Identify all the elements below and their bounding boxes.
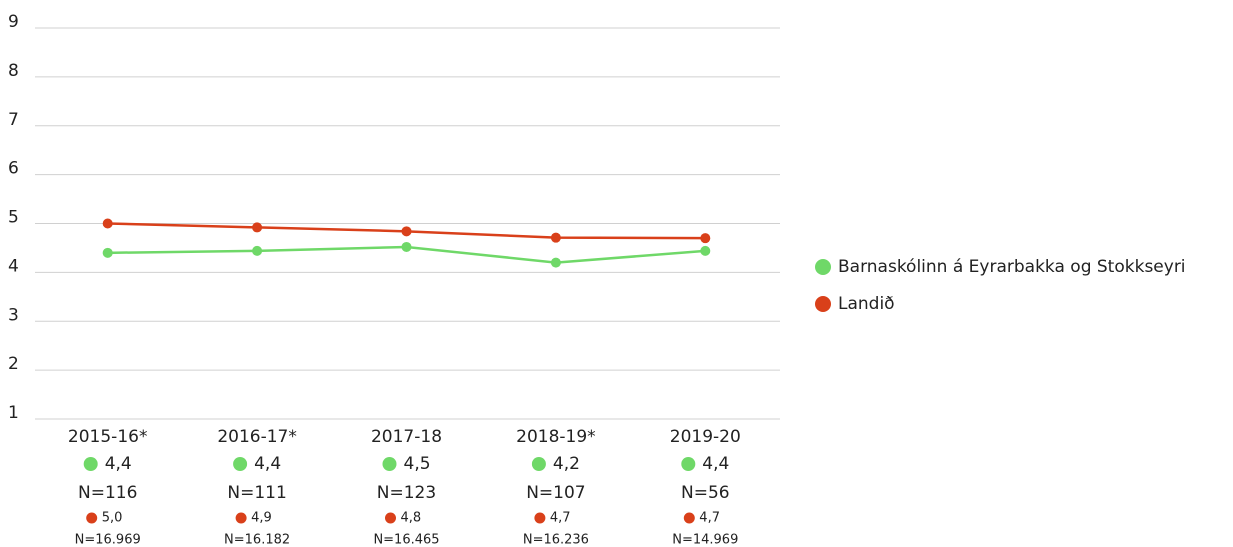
legend-dot xyxy=(83,457,98,471)
y-tick-label: 7 xyxy=(8,110,19,130)
legend-dot xyxy=(235,512,247,524)
data-point xyxy=(102,247,113,258)
count-label: N=16.969 xyxy=(75,533,141,547)
legend-dot xyxy=(233,457,248,471)
y-tick-label: 9 xyxy=(8,12,19,32)
legend-marker xyxy=(815,259,831,275)
data-point xyxy=(252,222,263,233)
y-tick-label: 1 xyxy=(8,403,19,423)
legend-dot xyxy=(534,512,546,524)
legend-dot xyxy=(683,512,695,524)
data-point xyxy=(700,233,711,244)
value-label: 4,4 xyxy=(105,454,132,474)
value-label: 4,7 xyxy=(699,511,720,526)
count-label: N=16.182 xyxy=(224,533,290,547)
value-label: 5,0 xyxy=(102,511,123,526)
count-label: N=14.969 xyxy=(672,533,738,547)
value-label: 4,5 xyxy=(404,454,431,474)
y-tick-label: 2 xyxy=(8,354,19,374)
x-tick-label: 2016-17* xyxy=(217,427,297,447)
x-tick-label: 2017-18 xyxy=(371,427,442,447)
data-point xyxy=(700,245,711,256)
legend-dot xyxy=(531,457,546,471)
data-point xyxy=(401,226,412,237)
x-tick-label: 2018-19* xyxy=(516,427,596,447)
data-point xyxy=(401,241,412,252)
y-tick-label: 8 xyxy=(8,61,19,81)
value-label: 4,2 xyxy=(553,454,580,474)
value-label: 4,4 xyxy=(254,454,281,474)
count-label: N=56 xyxy=(681,483,730,503)
data-point xyxy=(550,232,561,243)
value-label: 4,4 xyxy=(702,454,729,474)
legend-dot xyxy=(382,457,397,471)
value-label: 4,8 xyxy=(401,511,422,526)
y-tick-label: 5 xyxy=(8,208,19,228)
data-point xyxy=(252,245,263,256)
count-label: N=123 xyxy=(377,483,436,503)
legend-dot xyxy=(681,457,696,471)
value-label: 4,9 xyxy=(251,511,272,526)
legend-label: Barnaskólinn á Eyrarbakka og Stokkseyri xyxy=(838,257,1186,277)
count-label: N=111 xyxy=(227,483,286,503)
y-tick-label: 3 xyxy=(8,305,19,325)
count-label: N=107 xyxy=(526,483,585,503)
count-label: N=16.465 xyxy=(373,533,439,547)
legend-dot xyxy=(86,512,98,524)
data-point xyxy=(550,257,561,268)
legend-dot xyxy=(385,512,396,524)
x-tick-label: 2015-16* xyxy=(68,427,148,447)
count-label: N=16.236 xyxy=(523,533,589,547)
legend-label: Landið xyxy=(838,294,895,314)
value-label: 4,7 xyxy=(550,511,571,526)
data-point xyxy=(102,218,113,229)
y-tick-label: 4 xyxy=(8,256,19,276)
legend-marker xyxy=(815,296,831,312)
count-label: N=116 xyxy=(78,483,137,503)
y-tick-label: 6 xyxy=(8,159,19,179)
x-tick-label: 2019-20 xyxy=(670,427,741,447)
